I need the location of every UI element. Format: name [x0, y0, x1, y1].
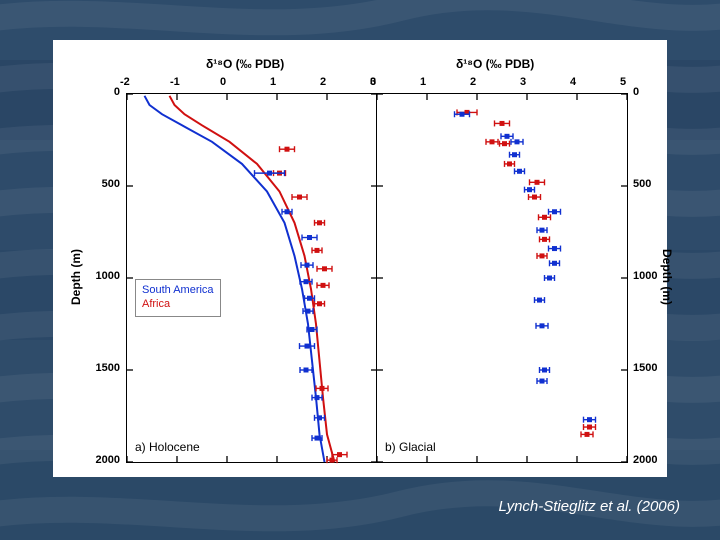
- panel-a-label: a) Holocene: [135, 440, 200, 454]
- left-y-axis-title: Depth (m): [69, 249, 83, 305]
- figure-container: South America Africa a) Holocene b) Glac…: [53, 40, 667, 477]
- panel-a-plot: [127, 94, 377, 462]
- x-tick-label: 3: [520, 76, 526, 88]
- legend-entry-south-america: South America: [142, 283, 214, 297]
- x-tick-label: -1: [170, 76, 180, 88]
- y-tick-label: 2000: [96, 454, 120, 466]
- citation-text: Lynch-Stieglitz et al. (2006): [499, 498, 681, 515]
- panel-a-holocene: South America Africa a) Holocene: [126, 93, 378, 463]
- x-tick-label: 5: [620, 76, 626, 88]
- x-tick-label: 1: [420, 76, 426, 88]
- x-tick-label: 2: [470, 76, 476, 88]
- x-tick-label: 2: [320, 76, 326, 88]
- x-tick-label: 4: [570, 76, 576, 88]
- y-tick-label: 500: [102, 178, 120, 190]
- y-tick-label: 0: [633, 86, 639, 98]
- x-tick-label: 1: [270, 76, 276, 88]
- panel-b-x-axis-title: δ¹⁸O (‰ PDB): [456, 57, 534, 71]
- legend-box: South America Africa: [135, 279, 221, 317]
- right-y-axis-title: Depth (m): [660, 249, 674, 305]
- y-tick-label: 1000: [96, 270, 120, 282]
- x-tick-label: 0: [220, 76, 226, 88]
- x-tick-label: -2: [120, 76, 130, 88]
- y-tick-label: 1500: [633, 362, 657, 374]
- y-tick-label: 2000: [633, 454, 657, 466]
- panel-b-label: b) Glacial: [385, 440, 436, 454]
- y-tick-label: 1000: [633, 270, 657, 282]
- panel-a-x-axis-title: δ¹⁸O (‰ PDB): [206, 57, 284, 71]
- panel-b-plot: [377, 94, 627, 462]
- y-tick-label: 500: [633, 178, 651, 190]
- x-tick-label: 0: [370, 76, 376, 88]
- y-tick-label: 0: [114, 86, 120, 98]
- panel-b-glacial: b) Glacial: [376, 93, 628, 463]
- y-tick-label: 1500: [96, 362, 120, 374]
- legend-entry-africa: Africa: [142, 297, 214, 311]
